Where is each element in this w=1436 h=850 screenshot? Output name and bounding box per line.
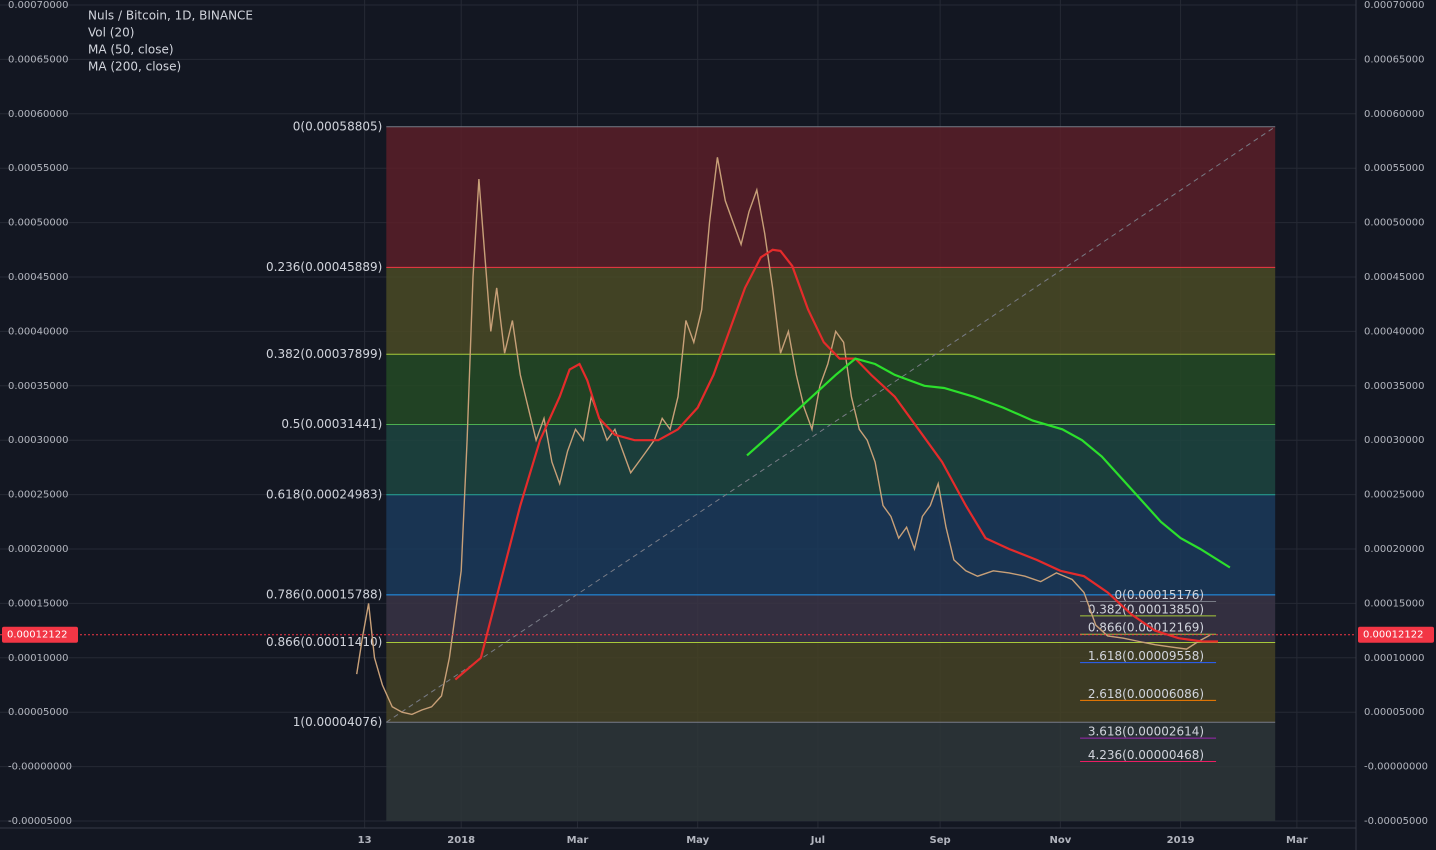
- fib-label: 3.618(0.00002614): [1088, 725, 1204, 739]
- x-tick-label: Nov: [1049, 835, 1071, 846]
- price-tag-label: 0.00012122: [1363, 630, 1423, 641]
- y-tick-label: 0.00045000: [8, 272, 68, 283]
- y-tick-label: 0.00065000: [1364, 54, 1424, 65]
- y-tick-label: 0.00030000: [1364, 435, 1424, 446]
- series-line: [746, 357, 1231, 569]
- y-tick-label: -0.00005000: [1364, 816, 1428, 827]
- fib-label: 0(0.00058805): [293, 119, 383, 133]
- y-tick-label: 0.00020000: [1364, 544, 1424, 555]
- fib-label: 0.866(0.00012169): [1088, 621, 1204, 635]
- fib-zone: [386, 494, 1276, 595]
- y-tick-label: 0.00030000: [8, 435, 68, 446]
- y-tick-label: 0.00070000: [1364, 0, 1424, 11]
- series-line: [454, 248, 1218, 681]
- fib-zone: [386, 267, 1276, 355]
- price-tag: [1358, 626, 1434, 643]
- x-tick-label: Sep: [930, 835, 951, 846]
- fib-label: 0.786(0.00015788): [266, 587, 382, 601]
- y-tick-label: 0.00035000: [8, 381, 68, 392]
- y-tick-label: 0.00035000: [1364, 381, 1424, 392]
- y-tick-label: -0.00000000: [1364, 762, 1428, 773]
- fib-label: 0(0.00015176): [1115, 588, 1205, 602]
- price-tag-label: 0.00012122: [7, 630, 67, 641]
- y-tick-label: 0.00055000: [1364, 163, 1424, 174]
- fib-label: 0.5(0.00031441): [281, 417, 382, 431]
- fib-label: 1(0.00004076): [293, 715, 383, 729]
- legend-entry: MA (200, close): [88, 60, 181, 74]
- y-tick-label: 0.00065000: [8, 54, 68, 65]
- price-tag: [2, 626, 78, 643]
- fib-zone: [386, 722, 1276, 821]
- x-tick-label: May: [686, 835, 709, 846]
- x-tick-label: Mar: [567, 835, 589, 846]
- y-tick-label: -0.00000000: [8, 762, 72, 773]
- y-tick-label: 0.00070000: [8, 0, 68, 11]
- fib-label: 1.618(0.00009558): [1088, 649, 1204, 663]
- y-tick-label: 0.00025000: [8, 490, 68, 501]
- fib-label: 0.382(0.00013850): [1088, 602, 1204, 616]
- fib-label: 2.618(0.00006086): [1088, 687, 1204, 701]
- fib-label: 0.236(0.00045889): [266, 260, 382, 274]
- fib-label: 0.618(0.00024983): [266, 487, 382, 501]
- y-tick-label: 0.00050000: [1364, 218, 1424, 229]
- y-tick-label: 0.00010000: [1364, 653, 1424, 664]
- y-tick-label: 0.00040000: [1364, 326, 1424, 337]
- plot-area: 0(0.00058805) 0.236(0.00045889) 0.382(0.00…: [0, 0, 1356, 828]
- y-tick-label: -0.00005000: [8, 816, 72, 827]
- legend-entry: MA (50, close): [88, 43, 174, 57]
- y-tick-label: 0.00020000: [8, 544, 68, 555]
- x-tick-label: 2019: [1167, 835, 1195, 846]
- chart-title: Nuls / Bitcoin, 1D, BINANCE: [88, 9, 253, 23]
- y-tick-label: 0.00060000: [1364, 109, 1424, 120]
- y-tick-label: 0.00050000: [8, 218, 68, 229]
- y-tick-label: 0.00025000: [1364, 490, 1424, 501]
- x-tick-label: Mar: [1286, 835, 1308, 846]
- legend-entry: Vol (20): [88, 26, 134, 40]
- fib-trend-line: [386, 126, 1276, 723]
- y-tick-label: 0.00005000: [1364, 707, 1424, 718]
- x-tick-label: Jul: [810, 835, 825, 846]
- fib-zone: [386, 126, 1276, 268]
- fib-zone: [386, 424, 1276, 495]
- fib-label: 0.866(0.00011410): [266, 635, 382, 649]
- x-tick-label: 13: [358, 835, 372, 846]
- y-tick-label: 0.00005000: [8, 707, 68, 718]
- y-tick-label: 0.00060000: [8, 109, 68, 120]
- series-line: [356, 157, 1211, 716]
- y-tick-label: 0.00015000: [8, 598, 68, 609]
- y-tick-label: 0.00055000: [8, 163, 68, 174]
- fib-zone: [386, 642, 1276, 723]
- x-tick-label: 2018: [447, 835, 475, 846]
- y-tick-label: 0.00045000: [1364, 272, 1424, 283]
- fib-label: 4.236(0.00000468): [1088, 748, 1204, 762]
- y-tick-label: 0.00040000: [8, 326, 68, 337]
- y-tick-label: 0.00010000: [8, 653, 68, 664]
- fib-zone: [386, 354, 1276, 425]
- y-tick-label: 0.00015000: [1364, 598, 1424, 609]
- fib-label: 0.382(0.00037899): [266, 347, 382, 361]
